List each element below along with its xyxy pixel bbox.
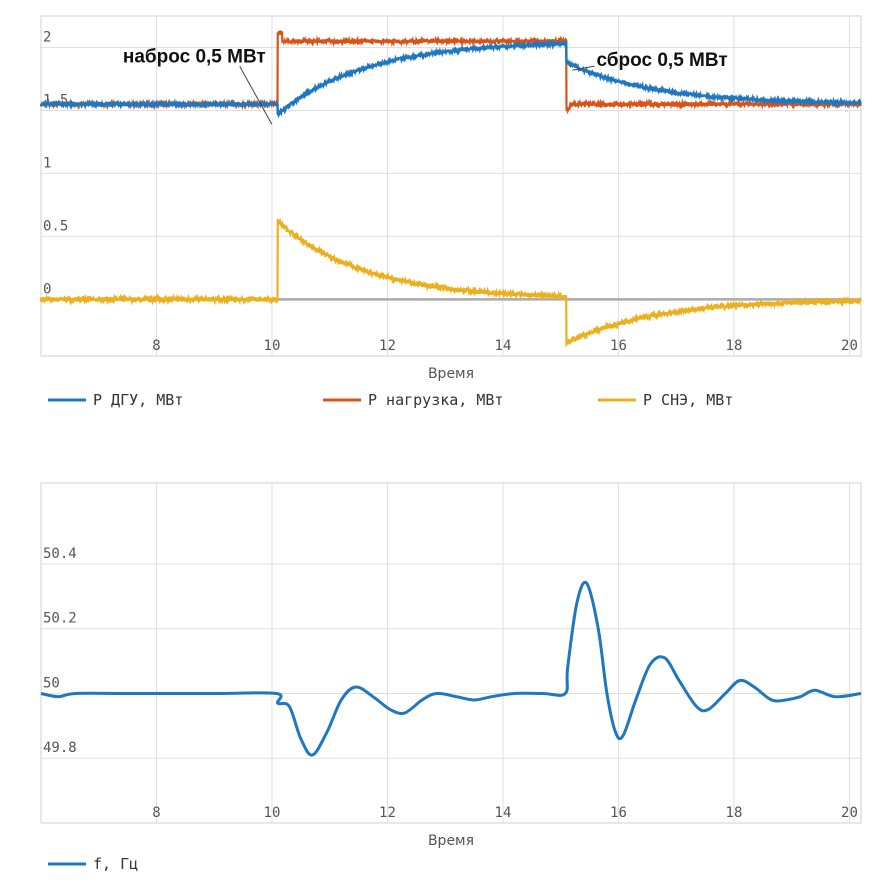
legend-label: f, Гц	[93, 855, 138, 873]
frequency-chart: 8 10 12 14 16 18 20 49.8 50 50.2 50.4 Время f, Гц	[40, 482, 862, 873]
x-tick-label: 18	[726, 805, 743, 821]
series-line-sne	[39, 217, 862, 348]
series-line-frequency	[40, 580, 862, 757]
legend-label: P нагрузка, МВт	[368, 391, 503, 409]
y-tick-label: 50.4	[43, 546, 77, 562]
x-tick-label: 14	[495, 805, 512, 821]
y-tick-label: 0.5	[43, 218, 68, 234]
series-line-dgu	[39, 38, 862, 119]
x-tick-label: 12	[379, 805, 396, 821]
x-tick-label: 10	[264, 805, 281, 821]
y-tick-label: 50.2	[43, 611, 77, 627]
y-tick-label: 1	[43, 155, 51, 171]
x-tick-label: 16	[610, 805, 627, 821]
x-tick-label: 18	[726, 338, 743, 354]
x-tick-label: 10	[264, 338, 281, 354]
x-tick-label: 12	[379, 338, 396, 354]
y-tick-label: 49.8	[43, 740, 77, 756]
y-tick-label: 0	[43, 281, 51, 297]
y-tick-label: 2	[43, 29, 51, 45]
x-axis-label: Время	[428, 833, 474, 849]
annotation-leader-off	[572, 65, 595, 71]
legend-label: P СНЭ, МВт	[643, 391, 733, 409]
annotation-leader-on	[239, 66, 273, 125]
legend-label: P ДГУ, МВт	[93, 391, 183, 409]
x-tick-label: 8	[152, 805, 160, 821]
annotation-load-on: наброс 0,5 МВт	[123, 46, 266, 67]
x-tick-label: 8	[152, 338, 160, 354]
plot-area	[40, 15, 862, 357]
x-tick-label: 20	[841, 338, 858, 354]
x-tick-label: 16	[610, 338, 627, 354]
x-tick-label: 14	[495, 338, 512, 354]
x-tick-label: 20	[841, 805, 858, 821]
plot-area	[40, 482, 862, 824]
y-tick-label: 50	[43, 675, 60, 691]
annotation-load-off: сброс 0,5 МВт	[596, 50, 727, 71]
x-axis-label: Время	[428, 366, 474, 382]
